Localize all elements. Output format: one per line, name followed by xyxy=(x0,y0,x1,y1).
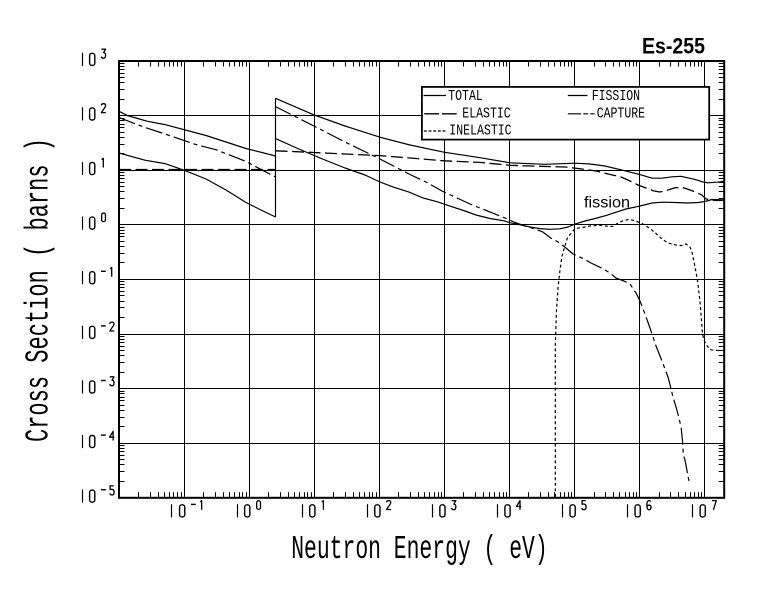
svg-text:Cross Section ( barns ): Cross Section ( barns ) xyxy=(21,138,58,442)
svg-text:ELASTIC: ELASTIC xyxy=(462,105,510,122)
svg-text:CAPTURE: CAPTURE xyxy=(597,105,645,122)
svg-text:fission: fission xyxy=(584,195,630,212)
svg-text:INELASTIC: INELASTIC xyxy=(449,123,511,140)
svg-text:TOTAL: TOTAL xyxy=(448,88,483,105)
svg-text:Es-255: Es-255 xyxy=(642,34,705,59)
svg-text:FISSION: FISSION xyxy=(592,88,640,105)
svg-text:Neutron Energy ( eV): Neutron Energy ( eV) xyxy=(291,531,548,568)
